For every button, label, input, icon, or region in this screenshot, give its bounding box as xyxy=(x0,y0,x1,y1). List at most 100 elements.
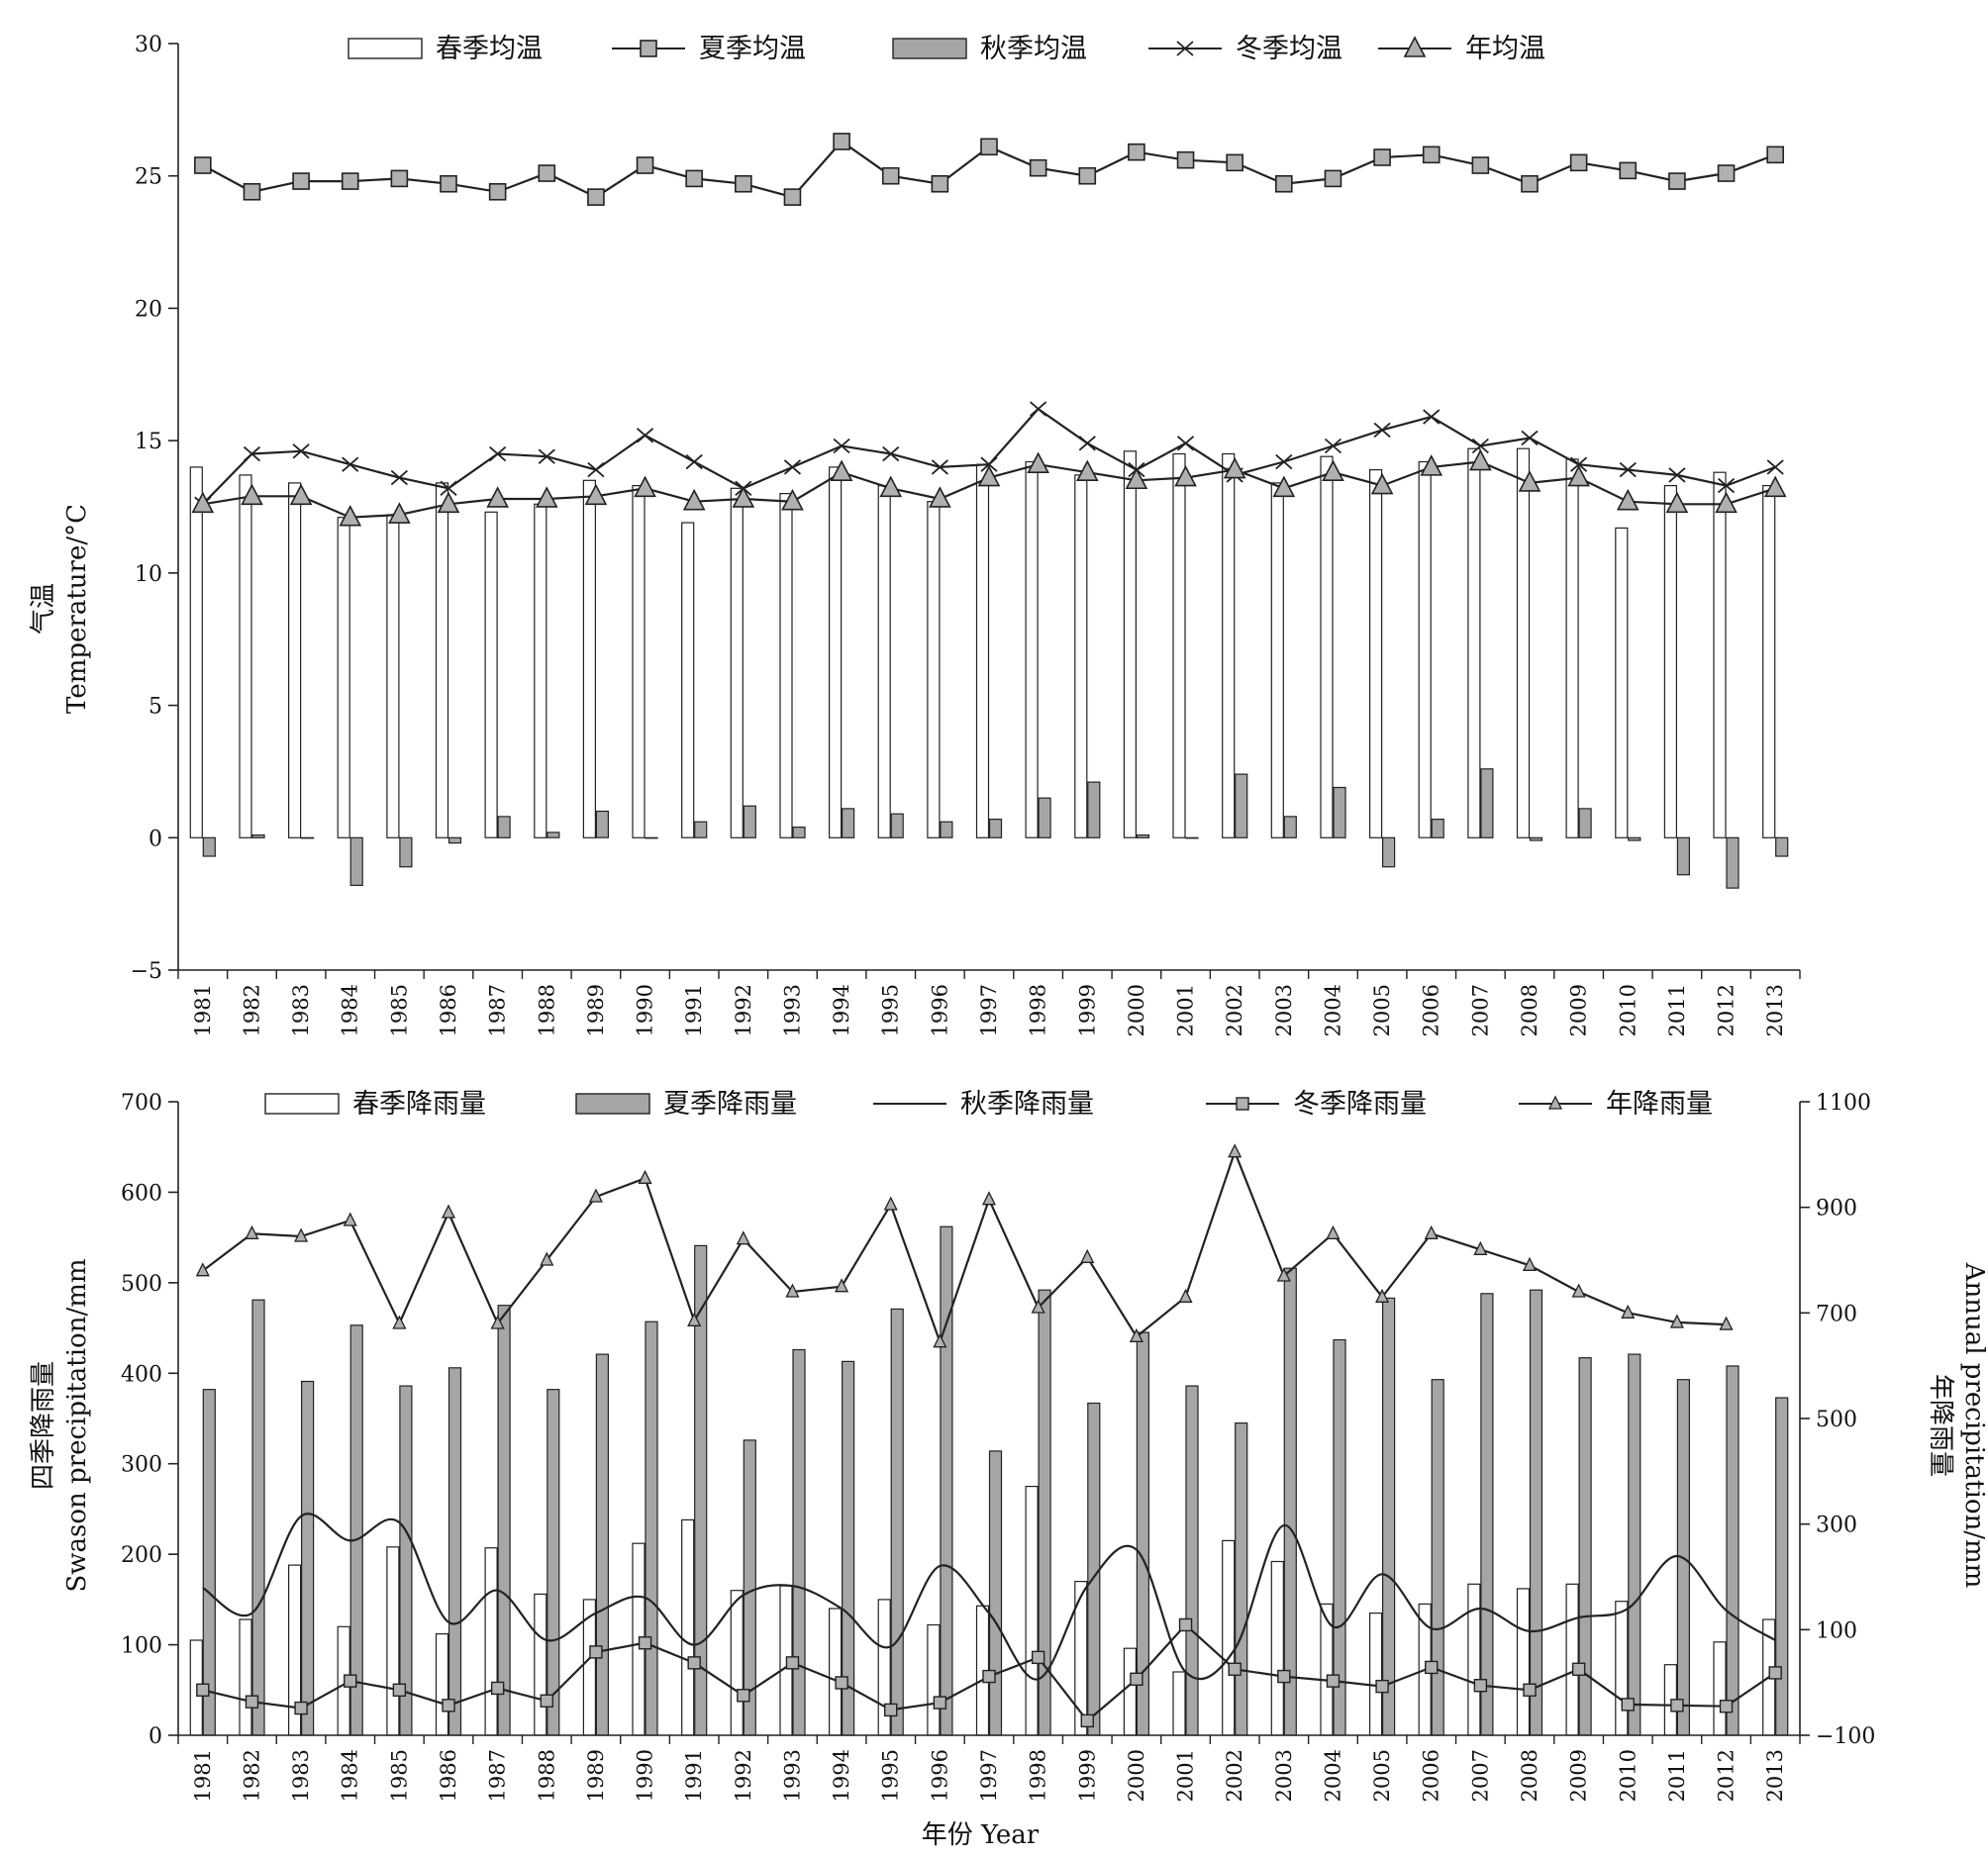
precipitation-lines xyxy=(195,1143,1782,1728)
precip-point-s3-1986 xyxy=(442,1699,455,1712)
precip-point-s4-1988 xyxy=(540,1251,554,1266)
precip-point-s4-2010 xyxy=(1621,1304,1636,1319)
precip-point-s3-1984 xyxy=(344,1674,357,1688)
precip-point-s3-2011 xyxy=(1670,1699,1684,1712)
precip-point-s4-1992 xyxy=(736,1230,750,1245)
temp-bar-s0-1987 xyxy=(484,511,498,838)
temp-x-tick-label: 2013 xyxy=(1763,984,1787,1036)
precip-legend-label: 春季降雨量 xyxy=(352,1089,486,1120)
precip-x-tick-label: 2007 xyxy=(1468,1749,1492,1802)
temp-point-s1-1983 xyxy=(292,172,310,190)
precip-x-tick-label: 1982 xyxy=(241,1749,264,1802)
precip-point-s4-1990 xyxy=(638,1169,652,1184)
temp-point-s3-2013 xyxy=(1766,459,1784,475)
temp-bar-s0-2000 xyxy=(1123,450,1138,838)
precip-legend-label: 冬季降雨量 xyxy=(1293,1089,1427,1120)
temp-point-s4-1993 xyxy=(781,488,804,511)
temp-point-s4-1987 xyxy=(486,486,509,508)
precip-x-tick-label: 1992 xyxy=(732,1749,755,1802)
precip-bar-s1-1990 xyxy=(645,1321,658,1736)
temp-bar-s0-1985 xyxy=(386,514,400,838)
precip-point-s3-2008 xyxy=(1523,1683,1537,1697)
precip-point-s3-1989 xyxy=(589,1645,603,1659)
temp-x-tick-label: 1985 xyxy=(387,984,411,1036)
temp-point-s4-1983 xyxy=(289,483,313,506)
temperature-lines xyxy=(191,133,1787,527)
temp-bar-s2-2007 xyxy=(1480,768,1494,838)
temp-point-s4-1996 xyxy=(929,486,951,508)
precip-point-s3-2000 xyxy=(1130,1672,1143,1687)
temp-legend-item: 夏季均温 xyxy=(612,34,806,64)
temp-point-s4-2012 xyxy=(1715,491,1738,514)
precip-point-s4-1989 xyxy=(588,1188,603,1203)
precip-y-tick-label: 500 xyxy=(121,1272,162,1297)
temperature-y-label-en: Temperature/°C xyxy=(62,504,92,714)
temp-point-s4-1992 xyxy=(732,486,755,508)
temp-point-s1-1996 xyxy=(931,174,949,193)
temp-bar-s2-2002 xyxy=(1235,773,1248,838)
temp-point-s1-1997 xyxy=(980,138,998,156)
precip-point-s4-1982 xyxy=(245,1224,259,1239)
precip-bar-s1-2005 xyxy=(1381,1297,1396,1736)
precip-x-tick-label: 2011 xyxy=(1665,1749,1689,1802)
temp-bar-s2-2009 xyxy=(1578,808,1592,838)
precip-point-s4-1986 xyxy=(441,1204,456,1219)
temp-bar-s0-1997 xyxy=(975,463,990,838)
temp-bar-s2-2005 xyxy=(1381,836,1396,868)
precip-y2-tick-label: 1100 xyxy=(1816,1091,1871,1116)
precip-bar-s1-1985 xyxy=(399,1385,413,1736)
temp-point-s3-1982 xyxy=(243,445,261,462)
precip-legend-item: 秋季降雨量 xyxy=(873,1089,1094,1120)
temp-x-tick-label: 1990 xyxy=(634,984,657,1036)
temp-legend-marker xyxy=(1403,36,1427,57)
precip-point-s4-2012 xyxy=(1719,1316,1734,1330)
precip-bar-s1-1986 xyxy=(447,1367,462,1736)
precip-bar-s1-1996 xyxy=(940,1225,953,1736)
precip-point-s3-1998 xyxy=(1031,1650,1045,1665)
precip-x-tick-label: 1997 xyxy=(977,1749,1001,1802)
precip-legend-item: 冬季降雨量 xyxy=(1206,1089,1427,1120)
temp-x-tick-label: 1989 xyxy=(584,984,608,1036)
precip-bar-s0-1987 xyxy=(484,1547,498,1736)
temp-x-tick-label: 1999 xyxy=(1075,984,1099,1036)
precip-point-s3-1999 xyxy=(1080,1713,1094,1728)
precip-x-tick-label: 2004 xyxy=(1322,1749,1345,1802)
temp-point-s1-2011 xyxy=(1668,172,1686,190)
temp-x-tick-label: 2001 xyxy=(1174,984,1198,1036)
precip-bar-s1-1987 xyxy=(497,1305,511,1736)
precip-y2-tick-label: 900 xyxy=(1816,1197,1857,1222)
precip-point-s4-1983 xyxy=(294,1227,309,1242)
temp-point-s1-1985 xyxy=(390,169,409,188)
precip-bar-s1-2008 xyxy=(1529,1289,1543,1736)
temp-point-s3-1990 xyxy=(636,428,654,443)
precip-bar-s1-1993 xyxy=(792,1348,806,1736)
precip-x-tick-label: 1998 xyxy=(1027,1749,1050,1802)
temp-x-tick-label: 2007 xyxy=(1468,984,1492,1036)
precip-point-s3-1985 xyxy=(392,1683,407,1697)
temp-point-s3-1986 xyxy=(440,480,457,496)
precip-point-s3-1982 xyxy=(245,1695,259,1709)
temp-point-s3-1997 xyxy=(980,456,998,472)
precip-bar-s0-1996 xyxy=(927,1623,941,1736)
precipitation-y-label-cn: 四季降雨量 xyxy=(29,1361,58,1490)
precipitation-legend: 春季降雨量 夏季降雨量 秋季降雨量 冬季降雨量 年降雨量 xyxy=(264,1089,1713,1120)
precip-bar-s0-2008 xyxy=(1516,1588,1531,1736)
temp-x-tick-label: 1984 xyxy=(339,984,362,1036)
precip-x-tick-label: 1988 xyxy=(535,1749,558,1802)
precip-y-tick-label: 300 xyxy=(121,1453,162,1478)
precip-point-s3-2001 xyxy=(1178,1617,1193,1632)
temp-bar-s0-1988 xyxy=(534,503,547,838)
precip-bar-s0-2012 xyxy=(1713,1641,1727,1736)
temp-bar-s0-2005 xyxy=(1368,469,1383,838)
temp-legend-marker xyxy=(1176,41,1194,56)
precip-point-s3-2004 xyxy=(1326,1674,1341,1688)
temp-point-s1-1991 xyxy=(685,169,703,188)
precip-x-tick-label: 2003 xyxy=(1272,1749,1296,1802)
precip-legend-item: 春季降雨量 xyxy=(264,1089,486,1120)
temp-point-s1-2001 xyxy=(1176,150,1195,169)
temp-point-s1-1984 xyxy=(341,172,359,190)
precipitation-y2-label-en: Annual precipitation/mm xyxy=(1959,1262,1988,1589)
temp-point-s3-2005 xyxy=(1373,422,1391,439)
precip-point-s4-2011 xyxy=(1669,1314,1684,1328)
precip-point-s4-2008 xyxy=(1522,1256,1538,1271)
